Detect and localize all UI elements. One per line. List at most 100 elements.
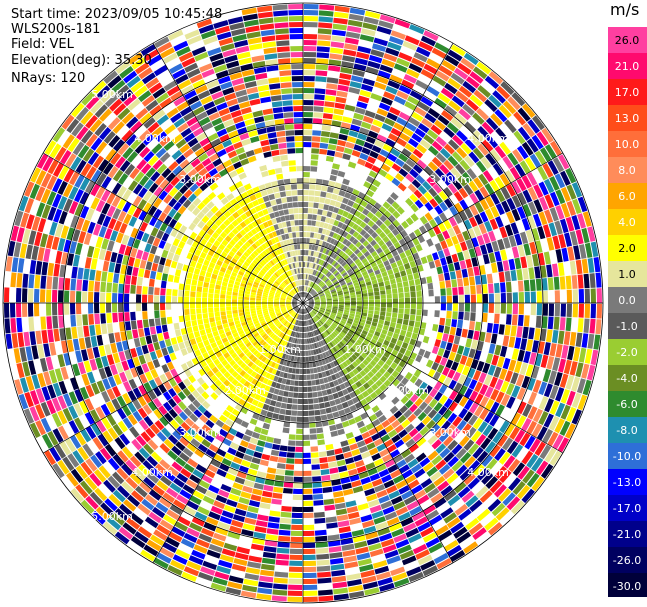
velocity-bin — [343, 274, 349, 279]
velocity-bin — [338, 294, 344, 298]
velocity-bin — [348, 371, 356, 378]
velocity-bin — [408, 231, 417, 240]
velocity-bin — [220, 303, 226, 308]
velocity-bin — [228, 279, 235, 285]
velocity-bin — [323, 287, 329, 291]
velocity-bin — [327, 186, 334, 193]
velocity-bin — [371, 433, 381, 442]
velocity-bin — [374, 484, 386, 493]
velocity-bin — [526, 420, 537, 435]
velocity-bin — [210, 138, 222, 147]
velocity-bin — [143, 117, 156, 129]
velocity-bin — [293, 105, 303, 112]
velocity-bin — [142, 460, 154, 472]
velocity-bin — [441, 110, 454, 122]
velocity-bin — [330, 387, 337, 394]
velocity-bin — [119, 503, 133, 517]
velocity-bin — [312, 324, 317, 330]
velocity-bin — [312, 208, 318, 215]
velocity-bin — [336, 403, 344, 411]
velocity-bin — [248, 353, 255, 361]
velocity-bin — [272, 107, 283, 114]
velocity-bin — [301, 292, 303, 298]
velocity-bin — [284, 272, 288, 278]
velocity-bin — [144, 49, 159, 62]
velocity-bin — [410, 393, 419, 403]
velocity-bin — [546, 264, 553, 278]
velocity-bin — [198, 24, 214, 34]
velocity-bin — [317, 354, 322, 360]
velocity-bin — [310, 160, 318, 166]
velocity-bin — [360, 121, 372, 130]
velocity-bin — [286, 285, 291, 291]
velocity-bin — [393, 357, 401, 365]
velocity-bin — [322, 248, 327, 254]
velocity-bin — [377, 337, 385, 344]
velocity-bin — [238, 57, 252, 66]
velocity-bin — [309, 275, 312, 281]
velocity-bin — [449, 205, 458, 216]
velocity-bin — [367, 220, 375, 228]
velocity-bin — [311, 380, 316, 386]
velocity-bin — [428, 398, 438, 409]
velocity-bin — [403, 522, 417, 533]
velocity-bin — [356, 339, 363, 345]
velocity-bin — [100, 89, 115, 104]
velocity-bin — [375, 424, 384, 432]
velocity-bin — [314, 511, 325, 518]
velocity-bin — [261, 341, 267, 347]
velocity-bin — [469, 192, 479, 204]
velocity-bin — [153, 408, 163, 419]
velocity-bin — [283, 280, 288, 286]
velocity-bin — [327, 257, 332, 263]
velocity-bin — [377, 359, 385, 367]
velocity-bin — [326, 211, 333, 218]
velocity-bin — [179, 489, 192, 500]
velocity-bin — [282, 100, 293, 106]
velocity-bin — [288, 323, 292, 329]
velocity-bin — [306, 332, 309, 338]
velocity-bin — [179, 143, 191, 154]
velocity-bin — [47, 262, 55, 276]
velocity-bin — [335, 337, 341, 343]
velocity-bin — [283, 289, 289, 294]
velocity-bin — [104, 366, 113, 378]
velocity-bin — [68, 186, 79, 200]
velocity-bin — [205, 162, 215, 172]
velocity-bin — [430, 124, 443, 136]
velocity-bin — [202, 287, 209, 293]
velocity-bin — [148, 390, 157, 401]
velocity-bin — [335, 385, 342, 392]
velocity-bin — [197, 377, 205, 386]
velocity-bin — [170, 337, 178, 345]
velocity-bin — [231, 519, 244, 528]
velocity-bin — [175, 441, 186, 452]
velocity-bin — [379, 64, 393, 74]
velocity-bin — [215, 248, 223, 255]
velocity-bin — [122, 201, 132, 213]
velocity-bin — [355, 241, 362, 248]
velocity-bin — [590, 241, 599, 257]
velocity-bin — [231, 342, 238, 348]
velocity-bin — [213, 500, 226, 510]
velocity-bin — [492, 163, 504, 176]
velocity-bin — [362, 208, 370, 216]
velocity-bin — [227, 16, 244, 25]
velocity-bin — [383, 219, 392, 227]
velocity-bin — [159, 443, 171, 454]
velocity-bin — [444, 105, 458, 117]
velocity-bin — [289, 554, 303, 560]
velocity-bin — [94, 281, 101, 292]
velocity-bin — [429, 218, 438, 228]
velocity-bin — [159, 519, 174, 531]
velocity-bin — [51, 412, 63, 428]
velocity-bin — [163, 80, 177, 92]
velocity-bin — [67, 453, 80, 468]
velocity-bin — [341, 261, 347, 267]
velocity-bin — [396, 117, 408, 127]
velocity-bin — [477, 126, 490, 139]
velocity-bin — [202, 292, 208, 298]
velocity-bin — [259, 575, 274, 583]
velocity-bin — [176, 494, 189, 505]
velocity-bin — [433, 402, 443, 412]
